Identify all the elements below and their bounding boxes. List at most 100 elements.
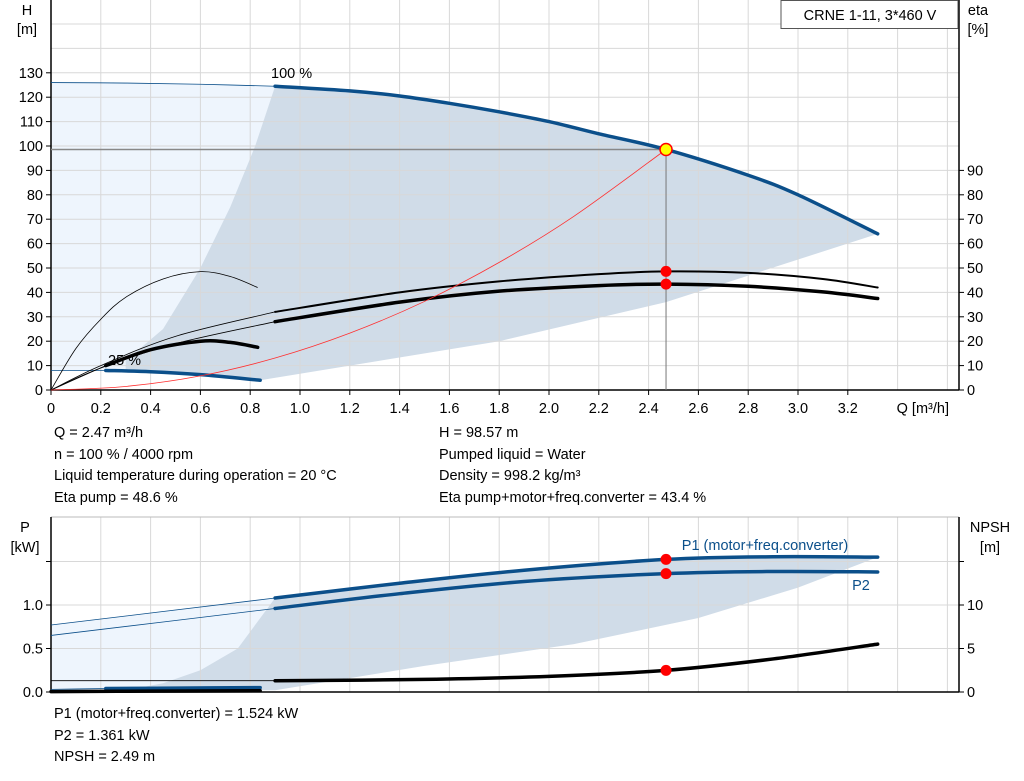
curve-p1-extension <box>50 597 276 626</box>
x-tick-label: 2.4 <box>639 401 659 417</box>
p1-marker <box>660 553 672 565</box>
y2-tick-label: 20 <box>967 334 983 350</box>
y-tick-label: 100 <box>19 139 43 155</box>
curve-p25 <box>104 685 262 691</box>
curve-eta_total100 <box>273 282 880 324</box>
p-tick-label: 0.5 <box>23 642 43 658</box>
y-tick-label: 80 <box>27 188 43 204</box>
p2-marker <box>660 568 672 580</box>
operating-info-left: Q = 2.47 m³/h n = 100 % / 4000 rpm Liqui… <box>54 423 337 509</box>
x-tick-label: 0.8 <box>240 401 260 417</box>
p-axis-unit: [kW] <box>11 540 40 556</box>
title-box <box>780 0 959 29</box>
curve-eta_pump100 <box>274 270 879 313</box>
x-tick-label: 1.4 <box>390 401 410 417</box>
speed-label-100: 100 % <box>271 66 312 82</box>
y-tick-label: 50 <box>27 261 43 277</box>
x-tick-label: 1.2 <box>340 401 360 417</box>
y2-tick-label: 10 <box>967 359 983 375</box>
y-axis-unit: [m] <box>17 22 37 38</box>
curve-p2-extension <box>50 608 276 636</box>
y-tick-label: 90 <box>27 163 43 179</box>
info-p1: P1 (motor+freq.converter) = 1.524 kW <box>54 706 299 722</box>
y2-tick-label: 0 <box>967 383 975 399</box>
y2-tick-label: 80 <box>967 188 983 204</box>
y2-tick-label: 40 <box>967 285 983 301</box>
y-tick-label: 0 <box>35 383 43 399</box>
x-tick-label: 1.0 <box>290 401 310 417</box>
curve-p2 <box>273 569 880 611</box>
p2-series-label: P2 <box>852 578 870 594</box>
y-tick-label: 40 <box>27 285 43 301</box>
info-eta-pump: Eta pump = 48.6 % <box>54 489 178 506</box>
info-p2: P2 = 1.361 kW <box>54 727 150 744</box>
curve-h100 <box>273 84 880 236</box>
curve-h100-extension <box>50 82 276 87</box>
y-tick-label: 70 <box>27 212 43 228</box>
npsh-tick-label: 5 <box>967 642 975 658</box>
x-tick-label: 0 <box>47 401 55 417</box>
dark-operating-area <box>125 86 878 381</box>
y-tick-label: 110 <box>20 115 43 131</box>
info-npsh: NPSH = 2.49 m <box>54 749 156 765</box>
y-tick-label: 20 <box>27 334 43 350</box>
curve-npsh25 <box>49 688 262 694</box>
y2-tick-label: 60 <box>967 237 983 253</box>
power-info: P1 (motor+freq.converter) = 1.524 kW P2 … <box>54 704 298 769</box>
x-tick-label: 2.8 <box>738 401 758 417</box>
info-temperature: Liquid temperature during operation = 20… <box>54 468 337 484</box>
chart-title: CRNE 1-11, 3*460 V <box>804 8 937 24</box>
curve-eta_pump100-extension <box>50 311 276 391</box>
y-tick-label: 120 <box>19 90 43 106</box>
y-axis-label: H <box>22 3 32 19</box>
operating-point-marker <box>659 142 673 157</box>
x-tick-label: 0.6 <box>190 401 210 417</box>
x-tick-label: 2.0 <box>539 401 559 417</box>
curve-eta_total25 <box>104 338 260 368</box>
y2-tick-label: 50 <box>967 261 983 277</box>
p-axis-label: P <box>20 520 30 536</box>
y2-axis-label: eta <box>968 3 989 19</box>
p-tick-label: 1.0 <box>23 598 43 614</box>
curve-p1 <box>273 554 880 600</box>
info-q: Q = 2.47 m³/h <box>54 425 144 441</box>
info-liquid: Pumped liquid = Water <box>439 446 586 463</box>
info-eta-total: Eta pump+motor+freq.converter = 43.4 % <box>439 489 707 506</box>
y2-tick-label: 70 <box>967 212 983 228</box>
y2-tick-label: 30 <box>967 310 983 326</box>
operating-info-right: H = 98.57 m Pumped liquid = Water Densit… <box>439 423 706 509</box>
npsh-axis-label: NPSH <box>970 520 1010 536</box>
y2-axis-unit: [%] <box>968 22 989 38</box>
npsh-tick-label: 10 <box>967 598 983 614</box>
p1-series-label: P1 (motor+freq.converter) <box>682 538 848 554</box>
curve-h25 <box>104 368 262 382</box>
info-speed: n = 100 % / 4000 rpm <box>54 446 194 463</box>
npsh-marker <box>660 664 672 676</box>
x-tick-label: 1.8 <box>489 401 509 417</box>
x-tick-label: 3.0 <box>788 401 808 417</box>
info-density: Density = 998.2 kg/m³ <box>439 468 581 484</box>
curve-eta_total25-extension <box>50 365 106 391</box>
curve-npsh <box>273 642 880 683</box>
y-tick-label: 10 <box>27 359 43 375</box>
x-tick-label: 2.6 <box>688 401 708 417</box>
curve-p25-extension <box>50 688 106 690</box>
npsh-tick-label: 0 <box>967 685 975 701</box>
npsh-axis-unit: [m] <box>980 540 1000 556</box>
eta-total-marker <box>660 278 672 290</box>
x-tick-label: 1.6 <box>439 401 459 417</box>
y-tick-label: 130 <box>19 66 43 82</box>
p-tick-label: 0.0 <box>23 685 43 701</box>
curve-system <box>50 149 667 391</box>
x-axis-label: Q [m³/h] <box>897 401 949 417</box>
x-tick-label: 3.2 <box>838 401 858 417</box>
x-tick-label: 2.2 <box>589 401 609 417</box>
y-tick-label: 60 <box>27 237 43 253</box>
x-tick-label: 0.4 <box>141 401 161 417</box>
info-h: H = 98.57 m <box>439 425 519 441</box>
curve-eta_pump25 <box>50 271 258 391</box>
dark-power-area <box>125 556 878 691</box>
y-tick-label: 30 <box>27 310 43 326</box>
y2-tick-label: 90 <box>967 163 983 179</box>
